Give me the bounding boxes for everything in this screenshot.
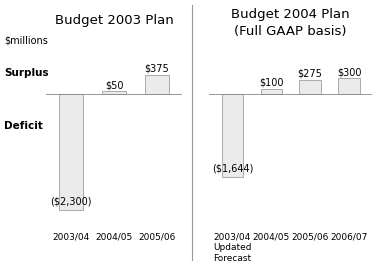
Bar [222, 94, 243, 177]
Text: Surplus: Surplus [4, 68, 48, 78]
Text: ($1,644): ($1,644) [212, 164, 253, 174]
Text: Deficit: Deficit [4, 121, 43, 132]
Text: Budget 2003 Plan: Budget 2003 Plan [55, 14, 173, 27]
Bar [338, 78, 360, 94]
Bar [145, 75, 168, 94]
Bar [261, 89, 282, 94]
Text: $millions: $millions [4, 35, 48, 45]
Text: $300: $300 [337, 68, 361, 78]
Text: $275: $275 [298, 69, 323, 79]
Text: $375: $375 [144, 64, 169, 74]
Bar [299, 80, 321, 94]
Text: ($2,300): ($2,300) [51, 197, 92, 207]
Bar [102, 91, 126, 94]
Text: $100: $100 [259, 78, 283, 88]
Bar [60, 94, 83, 210]
Text: Budget 2004 Plan
(Full GAAP basis): Budget 2004 Plan (Full GAAP basis) [231, 8, 350, 38]
Text: $50: $50 [105, 80, 123, 90]
